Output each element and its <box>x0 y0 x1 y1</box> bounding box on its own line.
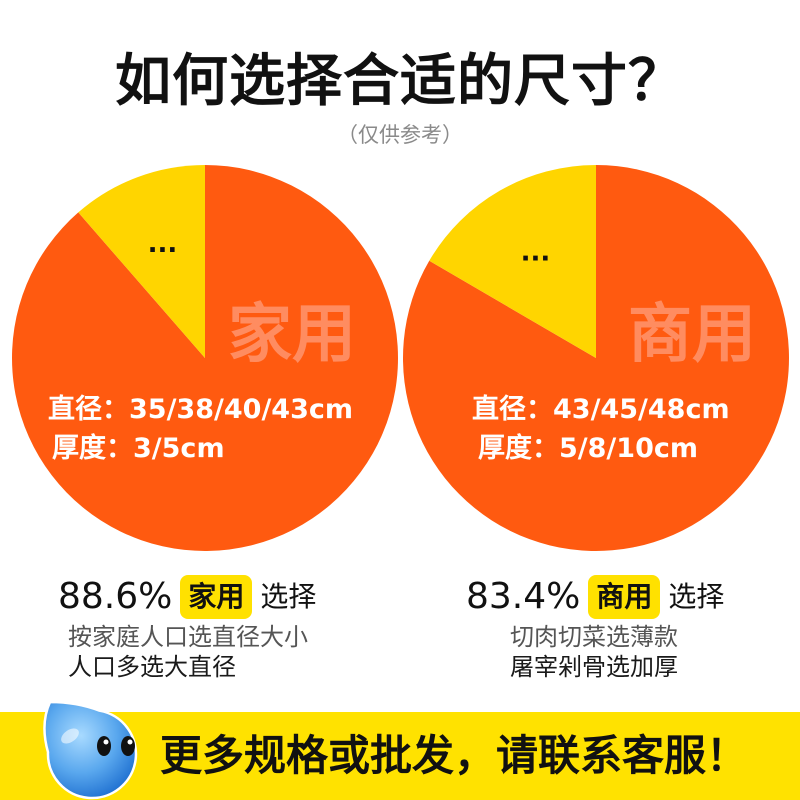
pie-slice-commercial-other-label: ... <box>521 238 551 268</box>
mascot-left-eye <box>97 736 111 756</box>
pie-slice-home-main-label: 家用 <box>228 298 356 372</box>
commercial-choice-suffix: 选择 <box>668 580 725 613</box>
pie-home-thickness-annotation: 厚度：3/5cm <box>52 432 225 464</box>
commercial-note-line-2: 屠宰剁骨选加厚 <box>510 653 678 681</box>
page-subtitle: （仅供参考） <box>337 123 463 147</box>
pie-slice-home-other <box>78 165 205 358</box>
pie-chart-commercial: ... 商用 直径：43/45/48cm 厚度：5/8/10cm <box>402 165 789 551</box>
pie-slice-commercial-other <box>429 165 596 358</box>
commercial-choice-notes: 切肉切菜选薄款 屠宰剁骨选加厚 <box>510 622 678 682</box>
home-choice-stat: 88.6% 家用 选择 <box>58 573 316 621</box>
pie-chart-home: ... 家用 直径：35/38/40/43cm 厚度：3/5cm <box>12 165 399 551</box>
pie-slice-home-other-label: ... <box>148 229 178 259</box>
contact-banner-text: 更多规格或批发，请联系客服！ <box>160 731 749 780</box>
water-droplet-mascot-icon <box>43 700 138 800</box>
mascot-right-eye <box>121 736 135 756</box>
pie-home-diameter-annotation: 直径：35/38/40/43cm <box>48 394 353 425</box>
home-choice-percent: 88.6% <box>58 576 173 617</box>
home-note-line-1: 按家庭人口选直径大小 <box>68 623 308 651</box>
pie-charts: ... 家用 直径：35/38/40/43cm 厚度：3/5cm ... 商用 … <box>12 165 789 551</box>
mascot-highlight <box>61 728 79 744</box>
pie-slice-commercial-main <box>402 165 789 551</box>
page-title: 如何选择合适的尺寸？ <box>115 49 685 114</box>
pie-slice-commercial-main-label: 商用 <box>628 298 756 372</box>
home-choice-notes: 按家庭人口选直径大小 人口多选大直径 <box>68 622 308 682</box>
home-choice-badge: 家用 <box>180 575 253 619</box>
pie-commercial-thickness-annotation: 厚度：5/8/10cm <box>478 432 698 464</box>
home-note-line-2: 人口多选大直径 <box>68 653 236 681</box>
mascot-droplet-body <box>43 700 138 800</box>
commercial-choice-percent: 83.4% <box>466 576 581 617</box>
commercial-choice-badge: 商用 <box>588 575 661 619</box>
pie-commercial-diameter-annotation: 直径：43/45/48cm <box>472 394 730 425</box>
commercial-choice-stat: 83.4% 商用 选择 <box>466 573 724 621</box>
mascot-right-eye-shine <box>127 739 133 745</box>
mascot-left-eye-shine <box>103 739 109 745</box>
commercial-note-line-1: 切肉切菜选薄款 <box>510 623 678 651</box>
pie-slice-home-main <box>12 165 399 551</box>
home-choice-suffix: 选择 <box>260 580 317 613</box>
